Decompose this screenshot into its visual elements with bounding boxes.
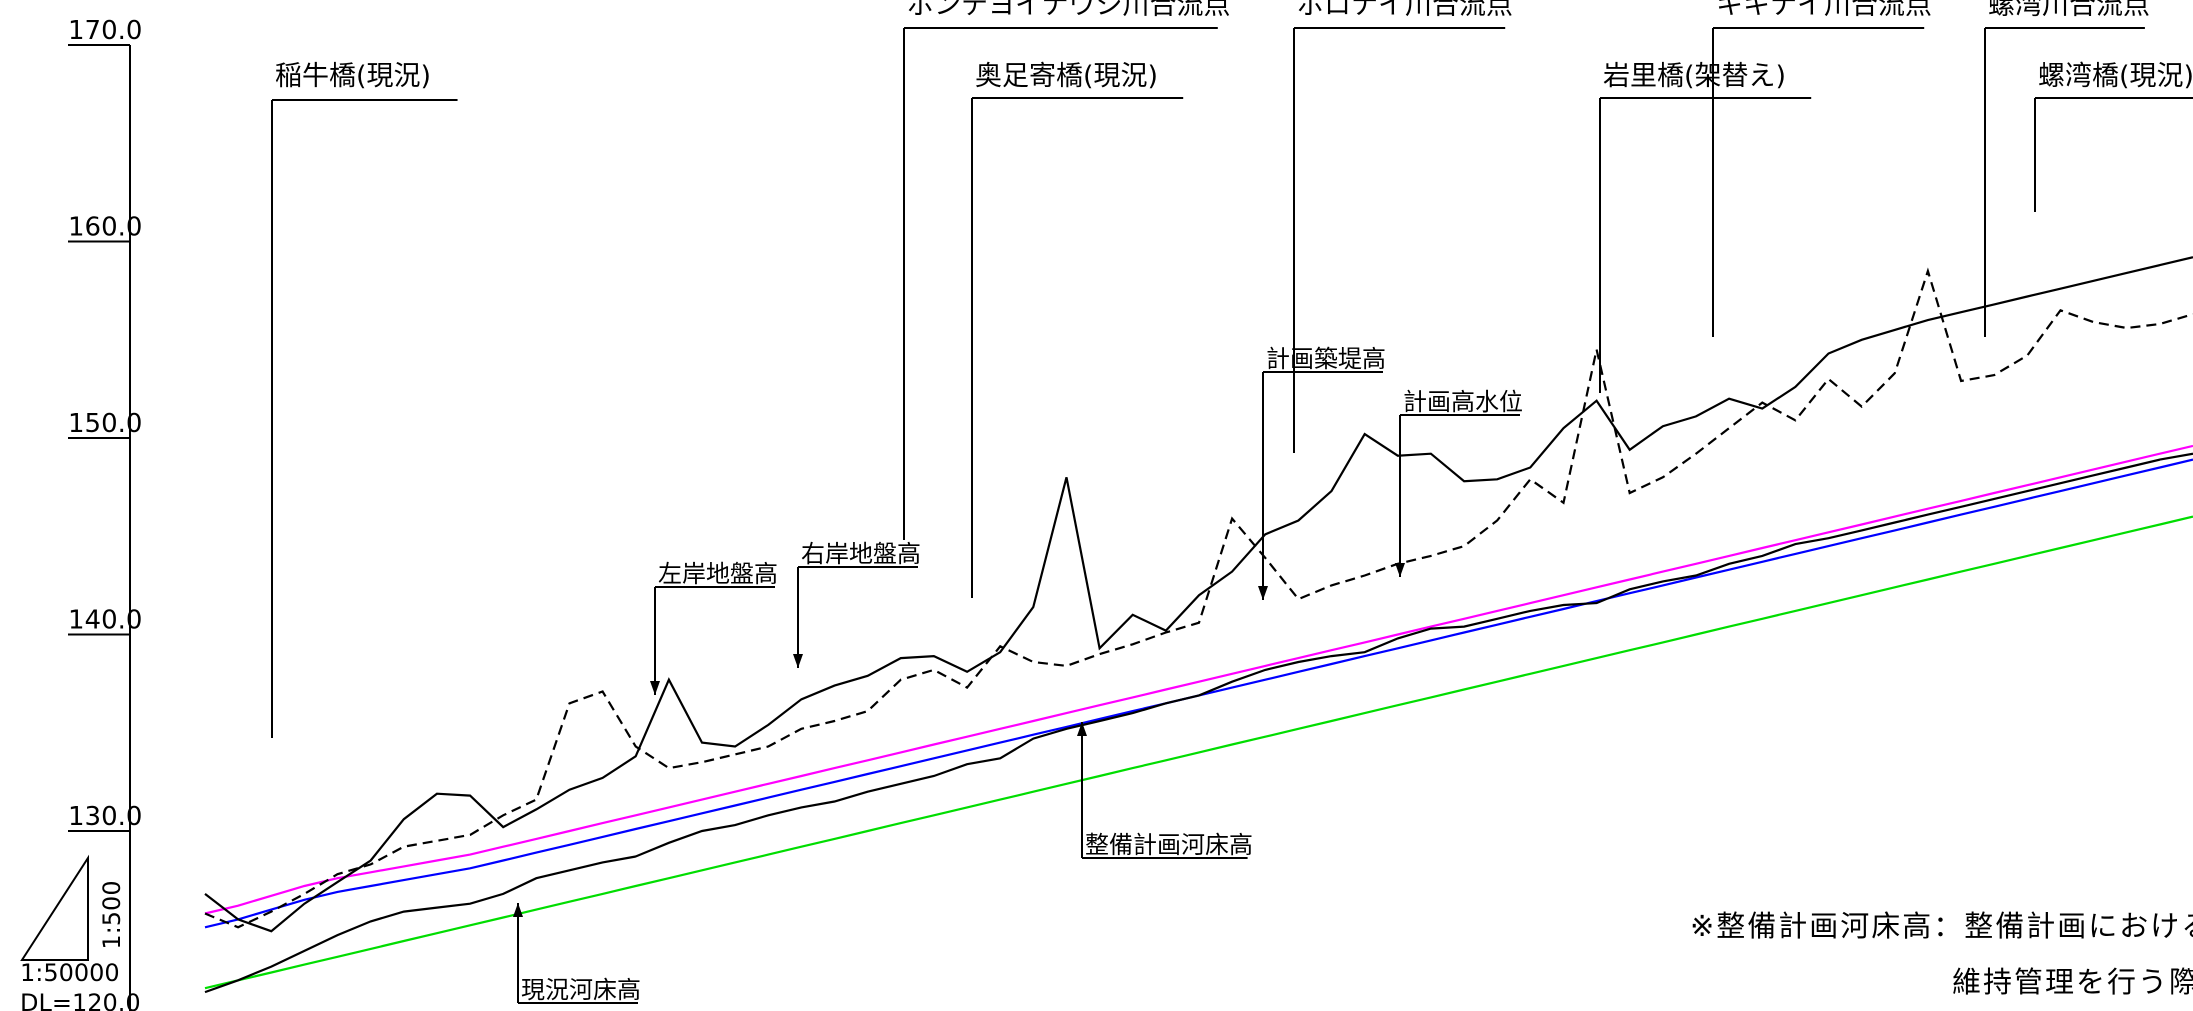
y-tick-label: 150.0 [68,409,142,439]
series-line-4 [204,267,2193,929]
annotation-arrowhead [1077,722,1087,736]
y-tick-label: 140.0 [68,606,142,636]
y-ticks: 170.0 160.0 150.0 140.0 130.0 [68,16,142,832]
data-series [204,256,2193,994]
note-line-1: ※整備計画河床高：整備計画における河 [1690,909,2193,943]
annotation-label: キキナイ川合流点 [1716,0,1932,21]
scale-indicator: 1:500 1:50000 DL=120.0 [20,854,141,1011]
y-tick-label: 170.0 [68,16,142,46]
horizontal-scale-label: 1:50000 [20,959,120,987]
annotation-label: 計画築堤高 [1266,345,1386,373]
annotation-arrowhead [793,654,803,668]
y-tick-label: 130.0 [68,802,142,832]
scale-triangle [20,854,89,961]
note-line-2: 維持管理を行う際の [1952,965,2193,999]
series-line-0 [204,444,2193,915]
datum-label: DL=120.0 [20,989,141,1011]
vertical-scale-label: 1:500 [98,880,126,949]
annotation-label: 現況河床高 [521,976,641,1004]
annotation-label: 左岸地盤高 [658,560,778,588]
annotation-label: 螺湾橋(現況) [2038,61,2193,92]
annotation-label: ポンテヨイナウシ川合流点 [907,0,1230,21]
annotation-label: 稲牛橋(現況) [275,61,431,92]
annotation-label: 螺湾川合流点 [1988,0,2150,21]
annotation-arrowhead [1258,586,1268,600]
annotation-label: 整備計画河床高 [1085,831,1253,859]
series-line-3 [204,452,2193,994]
annotation-label: ポロナイ川合流点 [1297,0,1513,21]
annotation-label: 岩里橋(架替え) [1603,61,1786,92]
annotation-arrowhead [513,903,523,917]
series-line-2 [204,515,2193,990]
series-line-5 [204,256,2193,933]
annotation-arrowhead [1395,563,1405,577]
annotation-label: 奥足寄橋(現況) [975,61,1158,92]
y-tick-label: 160.0 [68,213,142,243]
annotation-label: 計画高水位 [1403,388,1523,416]
annotation-label: 右岸地盤高 [801,540,921,568]
annotation-arrowhead [650,681,660,695]
